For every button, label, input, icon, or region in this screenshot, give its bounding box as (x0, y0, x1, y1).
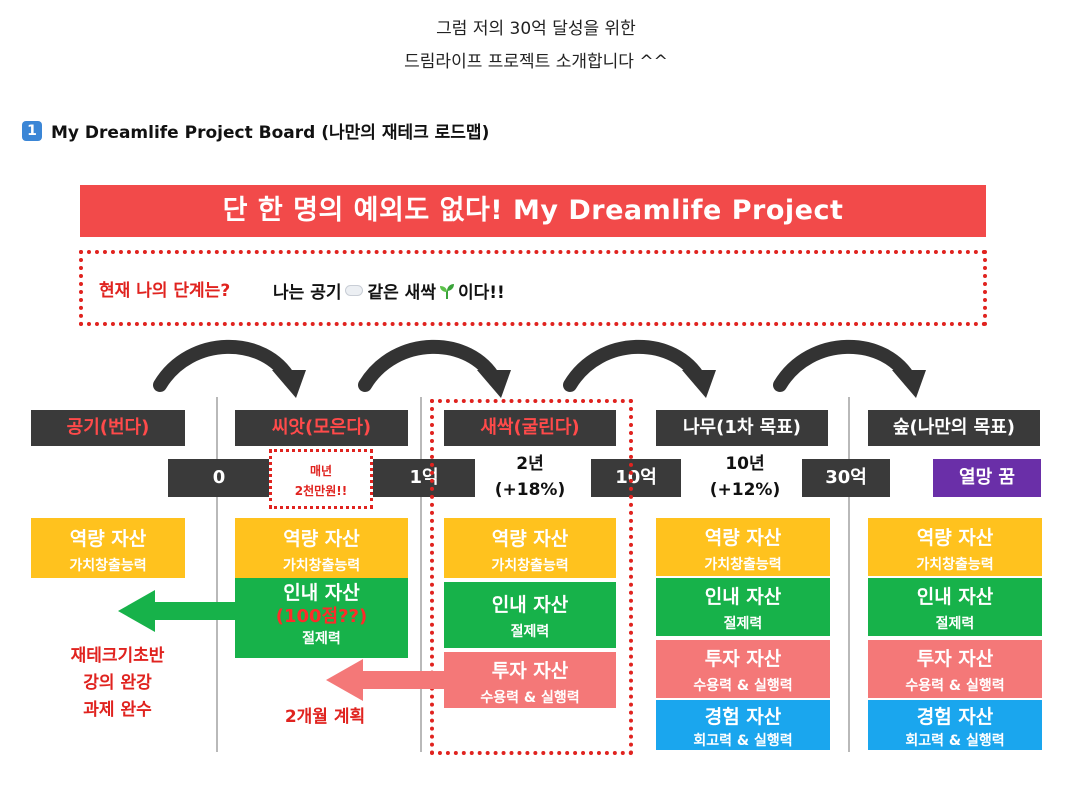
stage-seed: 씨앗(모은다) (235, 410, 408, 446)
asset-title: 투자 자산 (916, 648, 994, 670)
arrow-air-to-seed-head (272, 370, 306, 398)
investment-asset-block: 투자 자산 수용력 & 실행력 (656, 640, 830, 698)
asset-title: 인내 자산 (283, 582, 360, 604)
arrow-sprout-to-tree-head (682, 370, 716, 398)
pink-arrow-shaft (360, 671, 450, 689)
asset-subtitle: 수용력 & 실행력 (480, 690, 580, 706)
note-line: 과제 완수 (83, 700, 152, 720)
arrow-tree-to-forest-head (892, 370, 926, 398)
asset-title: 경험 자산 (704, 706, 782, 728)
status-box (79, 250, 987, 326)
arrow-sprout-to-tree (563, 339, 707, 392)
period-1: 2년 (+18%) (480, 451, 580, 503)
stage-sprout: 새싹(굴린다) (444, 410, 616, 446)
intro-line-2: 드림라이프 프로젝트 소개합니다 ^^ (404, 52, 668, 72)
yearly-saving-line-2: 2천만원!! (294, 484, 348, 498)
investment-asset-block: 투자 자산 수용력 & 실행력 (868, 640, 1042, 698)
asset-subtitle: 수용력 & 실행력 (905, 678, 1005, 694)
period-1-years: 2년 (516, 454, 544, 474)
amount-30: 30억 (802, 459, 890, 497)
arrow-tree-to-forest (773, 339, 917, 392)
asset-subtitle: 가치창출능력 (69, 558, 147, 574)
period-1-rate: (+18%) (494, 480, 566, 500)
asset-title: 경험 자산 (916, 706, 994, 728)
capability-asset-block: 역량 자산 가치창출능력 (656, 518, 830, 576)
column-divider (420, 397, 422, 752)
amount-10: 10억 (591, 459, 681, 497)
asset-subtitle: 가치창출능력 (916, 557, 994, 573)
cloud-icon (345, 285, 364, 296)
pink-arrow-head (326, 659, 363, 701)
status-answer-part-1: 나는 공기 (273, 283, 342, 303)
stage-tree: 나무(1차 목표) (656, 410, 828, 446)
section-heading: 1 My Dreamlife Project Board (나만의 재테크 로드… (22, 118, 489, 143)
asset-title: 역량 자산 (491, 528, 569, 550)
experience-asset-block: 경험 자산 회고력 & 실행력 (868, 700, 1042, 750)
basic-course-note: 재테크기초반 강의 완강 과제 완수 (50, 643, 185, 724)
asset-subtitle: 수용력 & 실행력 (693, 678, 793, 694)
column-divider (848, 397, 850, 752)
current-stage-highlight (430, 399, 633, 755)
arrow-air-to-seed (153, 339, 297, 392)
period-2: 10년 (+12%) (695, 451, 795, 503)
note-line: 재테크기초반 (70, 646, 165, 666)
amount-dream: 열망 꿈 (933, 459, 1041, 497)
capability-asset-block: 역량 자산 가치창출능력 (31, 518, 185, 578)
asset-title: 투자 자산 (704, 648, 782, 670)
patience-score: (100점??) (275, 606, 368, 627)
asset-subtitle: 절제력 (935, 616, 975, 632)
two-month-plan-note: 2개월 계획 (284, 707, 366, 727)
asset-title: 인내 자산 (491, 594, 569, 616)
yearly-saving-line-1: 매년 (309, 464, 333, 478)
status-answer-part-3: 이다!! (457, 283, 505, 303)
patience-asset-block: 인내 자산 절제력 (444, 582, 616, 648)
capability-asset-block: 역량 자산 가치창출능력 (868, 518, 1042, 576)
green-arrow-shaft (150, 602, 238, 620)
asset-subtitle: 회고력 & 실행력 (693, 733, 793, 749)
arrow-seed-to-sprout (358, 339, 502, 392)
yearly-saving-box: 매년 2천만원!! (269, 449, 373, 509)
amount-1: 1억 (373, 459, 475, 497)
capability-asset-block: 역량 자산 가치창출능력 (235, 518, 408, 578)
note-line: 강의 완강 (83, 673, 152, 693)
investment-asset-block: 투자 자산 수용력 & 실행력 (444, 652, 616, 708)
asset-subtitle: 가치창출능력 (491, 558, 569, 574)
asset-subtitle: 절제력 (510, 624, 550, 640)
green-arrow-head (118, 590, 155, 632)
asset-title: 인내 자산 (916, 586, 994, 608)
patience-asset-block: 인내 자산 절제력 (656, 578, 830, 636)
project-banner: 단 한 명의 예외도 없다! My Dreamlife Project (80, 185, 986, 237)
status-question: 현재 나의 단계는? (99, 281, 231, 301)
period-2-years: 10년 (725, 454, 765, 474)
section-title-text: My Dreamlife Project Board (나만의 재테크 로드맵) (51, 123, 490, 143)
column-divider (216, 397, 218, 752)
keycap-one-icon: 1 (22, 120, 42, 141)
asset-title: 투자 자산 (491, 660, 569, 682)
asset-subtitle: 가치창출능력 (704, 557, 782, 573)
stage-air: 공기(번다) (31, 410, 185, 446)
asset-subtitle: 절제력 (723, 616, 763, 632)
period-2-rate: (+12%) (709, 480, 781, 500)
status-answer-part-2: 같은 새싹 (367, 283, 436, 303)
sprout-icon (439, 283, 454, 299)
experience-asset-block: 경험 자산 회고력 & 실행력 (656, 700, 830, 750)
stage-forest: 숲(나만의 목표) (868, 410, 1040, 446)
patience-asset-block: 인내 자산 절제력 (868, 578, 1042, 636)
asset-title: 역량 자산 (283, 528, 360, 550)
asset-subtitle: 가치창출능력 (282, 558, 361, 574)
asset-subtitle: 절제력 (302, 631, 341, 647)
intro-line-1: 그럼 저의 30억 달성을 위한 (436, 19, 636, 39)
amount-0: 0 (168, 459, 270, 497)
status-answer: 나는 공기 같은 새싹 이다!! (273, 278, 505, 303)
patience-asset-block: 인내 자산 (100점??) 절제력 (235, 578, 408, 658)
asset-title: 역량 자산 (704, 527, 782, 549)
arrow-seed-to-sprout-head (477, 370, 511, 398)
asset-title: 역량 자산 (69, 528, 147, 550)
capability-asset-block: 역량 자산 가치창출능력 (444, 518, 616, 578)
asset-title: 인내 자산 (704, 586, 782, 608)
asset-subtitle: 회고력 & 실행력 (905, 733, 1005, 749)
asset-title: 역량 자산 (916, 527, 994, 549)
